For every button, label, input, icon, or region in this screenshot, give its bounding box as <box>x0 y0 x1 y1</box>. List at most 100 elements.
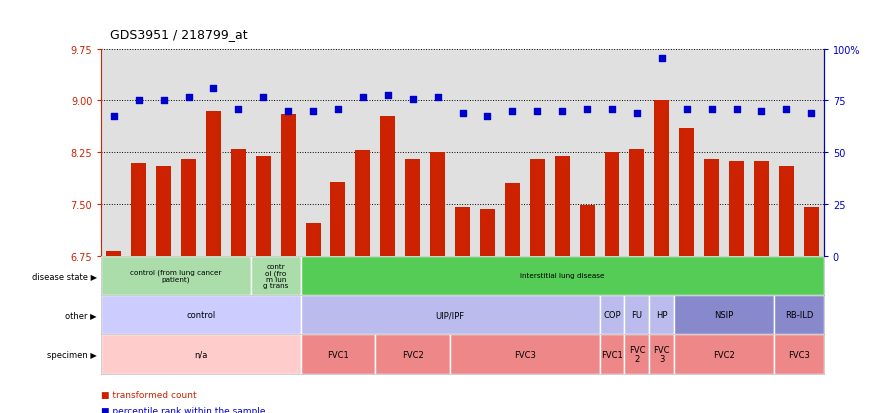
Text: ■ percentile rank within the sample: ■ percentile rank within the sample <box>101 406 266 413</box>
Text: other ▶: other ▶ <box>65 311 97 319</box>
Text: FVC2: FVC2 <box>714 350 735 358</box>
Point <box>630 110 644 117</box>
Bar <box>281 115 296 256</box>
Point <box>754 108 768 115</box>
Point <box>181 95 196 101</box>
Bar <box>300 256 824 295</box>
Point <box>530 108 544 115</box>
Bar <box>330 183 345 256</box>
Point <box>679 106 693 113</box>
Bar <box>181 160 196 256</box>
Bar <box>704 160 719 256</box>
Text: UIP/IPF: UIP/IPF <box>435 311 464 319</box>
Bar <box>625 295 649 335</box>
Point <box>580 106 594 113</box>
Bar <box>779 166 794 256</box>
Bar <box>625 335 649 374</box>
Bar <box>375 335 450 374</box>
Point <box>331 106 345 113</box>
Point <box>506 108 520 115</box>
Bar <box>655 101 670 256</box>
Bar <box>430 153 445 256</box>
Bar <box>555 156 570 256</box>
Point <box>232 106 246 113</box>
Text: disease state ▶: disease state ▶ <box>32 271 97 280</box>
Bar <box>101 295 300 335</box>
Text: specimen ▶: specimen ▶ <box>47 350 97 358</box>
Point <box>381 93 395 99</box>
Text: GDS3951 / 218799_at: GDS3951 / 218799_at <box>110 28 248 41</box>
Text: FVC1: FVC1 <box>327 350 349 358</box>
Point <box>157 98 171 104</box>
Bar <box>480 210 495 256</box>
Text: control (from lung cancer
patient): control (from lung cancer patient) <box>130 269 222 282</box>
Point <box>555 108 569 115</box>
Bar <box>649 295 674 335</box>
Bar <box>679 129 694 256</box>
Point <box>206 85 220 92</box>
Point <box>729 106 744 113</box>
Point <box>455 110 470 117</box>
Bar <box>450 335 600 374</box>
Bar <box>300 295 600 335</box>
Bar <box>604 153 619 256</box>
Bar <box>600 295 625 335</box>
Bar <box>629 150 644 256</box>
Point <box>655 55 669 62</box>
Point <box>804 110 818 117</box>
Point <box>605 106 619 113</box>
Text: FVC1: FVC1 <box>601 350 623 358</box>
Point <box>480 113 494 120</box>
Text: COP: COP <box>603 311 621 319</box>
Bar <box>306 224 321 256</box>
Point <box>405 97 419 103</box>
Bar <box>381 116 396 256</box>
Point <box>705 106 719 113</box>
Point <box>131 98 145 104</box>
Text: FU: FU <box>632 311 642 319</box>
Bar <box>455 208 470 256</box>
Point <box>256 95 270 101</box>
Bar <box>729 162 744 256</box>
Text: interstitial lung disease: interstitial lung disease <box>520 273 604 279</box>
Bar <box>803 208 818 256</box>
Bar <box>131 163 146 256</box>
Point <box>306 108 320 115</box>
Point <box>107 113 121 120</box>
Bar <box>774 335 824 374</box>
Bar <box>101 256 251 295</box>
Bar <box>300 335 375 374</box>
Bar <box>674 335 774 374</box>
Bar <box>600 335 625 374</box>
Point <box>431 95 445 101</box>
Text: n/a: n/a <box>195 350 208 358</box>
Bar <box>754 162 769 256</box>
Bar <box>529 160 544 256</box>
Text: contr
ol (fro
m lun
g trans: contr ol (fro m lun g trans <box>263 263 288 288</box>
Text: FVC2: FVC2 <box>402 350 424 358</box>
Point <box>780 106 794 113</box>
Text: FVC
3: FVC 3 <box>654 345 670 363</box>
Bar <box>774 295 824 335</box>
Bar <box>505 184 520 256</box>
Text: FVC3: FVC3 <box>788 350 810 358</box>
Bar <box>231 150 246 256</box>
Text: control: control <box>187 311 216 319</box>
Bar <box>355 151 370 256</box>
Text: ■ transformed count: ■ transformed count <box>101 390 197 399</box>
Bar <box>580 206 595 256</box>
Text: NSIP: NSIP <box>714 311 734 319</box>
Bar <box>405 160 420 256</box>
Bar <box>156 166 171 256</box>
Text: HP: HP <box>656 311 668 319</box>
Point <box>356 95 370 101</box>
Bar <box>251 256 300 295</box>
Bar <box>674 295 774 335</box>
Point <box>281 108 295 115</box>
Text: FVC3: FVC3 <box>514 350 536 358</box>
Text: RB-ILD: RB-ILD <box>785 311 813 319</box>
Text: FVC
2: FVC 2 <box>629 345 645 363</box>
Bar <box>107 251 122 256</box>
Bar <box>101 335 300 374</box>
Bar <box>649 335 674 374</box>
